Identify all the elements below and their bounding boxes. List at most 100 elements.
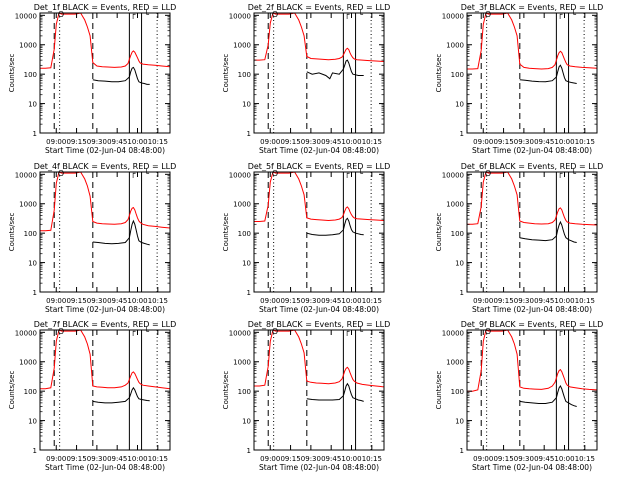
x-tick-label: 10:00 [554, 455, 574, 463]
y-tick-label: 10000 [229, 171, 251, 179]
chart-title: Det_4f BLACK = Events, RED = LLD [34, 162, 177, 171]
x-tick-label: 09:15 [66, 138, 86, 146]
y-tick-label: 10 [455, 101, 464, 109]
y-tick-label: 10000 [442, 329, 464, 337]
y-axis-label: Counts/sec [435, 371, 443, 410]
series-line-lld [467, 172, 597, 226]
x-tick-label: 09:45 [107, 455, 127, 463]
y-tick-label: 100 [451, 230, 464, 238]
chart-title: Det_2f BLACK = Events, RED = LLD [248, 3, 391, 12]
x-tick-label: 09:45 [534, 297, 554, 305]
chart-title: Det_3f BLACK = Events, RED = LLD [461, 3, 604, 12]
plot-frame [39, 12, 171, 134]
y-tick-label: 1000 [446, 201, 464, 209]
y-tick-label: 1 [247, 130, 251, 138]
y-tick-label: 100 [238, 388, 251, 396]
x-tick-label: 09:45 [321, 455, 341, 463]
bracket-glyph: └ [358, 9, 363, 19]
orbit-glyph: O [58, 327, 64, 336]
y-tick-label: 10 [28, 101, 37, 109]
series-line-events [519, 385, 577, 407]
x-tick-label: 09:45 [321, 297, 341, 305]
chart-panel-5: 1 10 100 1000 10000 09:00 09:15 09:30 09:45 10:00… [222, 162, 390, 314]
x-tick-label: 09:45 [107, 297, 127, 305]
x-tick-label: 09:30 [87, 455, 107, 463]
x-tick-label: 10:00 [341, 297, 361, 305]
x-tick-label: 09:00 [473, 138, 493, 146]
chart-panel-6: 1 10 100 1000 10000 09:00 09:15 09:30 09:45 10:00… [435, 162, 603, 314]
y-tick-label: 1 [33, 289, 37, 297]
x-tick-label: 09:15 [66, 455, 86, 463]
series-line-events [306, 59, 364, 80]
y-tick-label: 1000 [19, 359, 37, 367]
chart-panel-1: 1 10 100 1000 10000 09:00 09:15 09:30 09:45 10:00… [8, 3, 176, 155]
x-axis-label: Start Time (02-Jun-04 08:48:00) [45, 305, 165, 314]
y-tick-label: 10000 [229, 12, 251, 20]
x-axis-label: Start Time (02-Jun-04 08:48:00) [259, 463, 379, 472]
y-axis-label: Counts/sec [222, 371, 230, 410]
x-tick-label: 09:00 [260, 138, 280, 146]
y-tick-label: 1 [460, 447, 464, 455]
series-line-events [306, 217, 364, 236]
plot-frame [253, 12, 385, 134]
y-axis-label: Counts/sec [8, 371, 16, 410]
x-tick-label: 10:15 [575, 297, 595, 305]
y-tick-label: 100 [24, 388, 37, 396]
bracket-glyph: ┌ [345, 10, 350, 20]
y-tick-label: 1000 [446, 42, 464, 50]
x-tick-label: 10:00 [341, 455, 361, 463]
y-tick-label: 1 [33, 130, 37, 138]
y-tick-label: 100 [24, 71, 37, 79]
orbit-glyph: O [485, 169, 491, 178]
x-tick-label: 10:00 [554, 297, 574, 305]
y-tick-label: 10 [28, 260, 37, 268]
bracket-glyph: ┌ [345, 169, 350, 179]
y-tick-label: 1 [247, 289, 251, 297]
x-tick-label: 10:15 [362, 297, 382, 305]
x-tick-label: 09:15 [493, 455, 513, 463]
y-tick-label: 1000 [233, 42, 251, 50]
x-tick-label: 09:15 [493, 297, 513, 305]
chart-panel-9: 1 10 100 1000 10000 09:00 09:15 09:30 09:45 10:00… [435, 320, 603, 472]
y-tick-label: 100 [451, 388, 464, 396]
plot-frame [466, 12, 598, 134]
x-axis-label: Start Time (02-Jun-04 08:48:00) [472, 305, 592, 314]
x-tick-label: 09:30 [514, 138, 534, 146]
x-axis-label: Start Time (02-Jun-04 08:48:00) [45, 146, 165, 155]
bracket-glyph: ┌ [558, 10, 563, 20]
x-tick-label: 09:45 [321, 138, 341, 146]
x-tick-label: 09:15 [280, 138, 300, 146]
x-tick-label: 09:00 [46, 455, 66, 463]
x-tick-label: 09:15 [493, 138, 513, 146]
y-tick-label: 10000 [442, 171, 464, 179]
series-line-events [306, 382, 364, 402]
x-tick-label: 10:00 [127, 297, 147, 305]
x-tick-label: 09:30 [301, 297, 321, 305]
bracket-glyph: └ [358, 326, 363, 336]
plot-frame [39, 329, 171, 451]
x-tick-label: 10:15 [148, 455, 168, 463]
x-axis-label: Start Time (02-Jun-04 08:48:00) [259, 146, 379, 155]
y-tick-label: 10000 [15, 329, 37, 337]
x-tick-label: 10:15 [362, 138, 382, 146]
y-tick-label: 10000 [229, 329, 251, 337]
series-line-lld [467, 330, 597, 392]
orbit-glyph: O [272, 10, 278, 19]
x-tick-label: 09:00 [473, 455, 493, 463]
bracket-glyph: └ [571, 168, 576, 178]
bracket-glyph: └ [358, 168, 363, 178]
x-tick-label: 09:30 [514, 297, 534, 305]
bracket-glyph: ┌ [345, 327, 350, 337]
x-tick-label: 09:30 [87, 138, 107, 146]
series-line-lld [254, 172, 384, 222]
x-tick-label: 09:30 [87, 297, 107, 305]
x-tick-label: 09:00 [46, 297, 66, 305]
series-line-lld [254, 13, 384, 62]
series-line-events [92, 219, 150, 246]
y-axis-label: Counts/sec [435, 54, 443, 93]
series-line-events [519, 64, 577, 84]
x-tick-label: 09:45 [107, 138, 127, 146]
y-axis-label: Counts/sec [222, 213, 230, 252]
y-tick-label: 1000 [19, 42, 37, 50]
chart-title: Det_9f BLACK = Events, RED = LLD [461, 320, 604, 329]
